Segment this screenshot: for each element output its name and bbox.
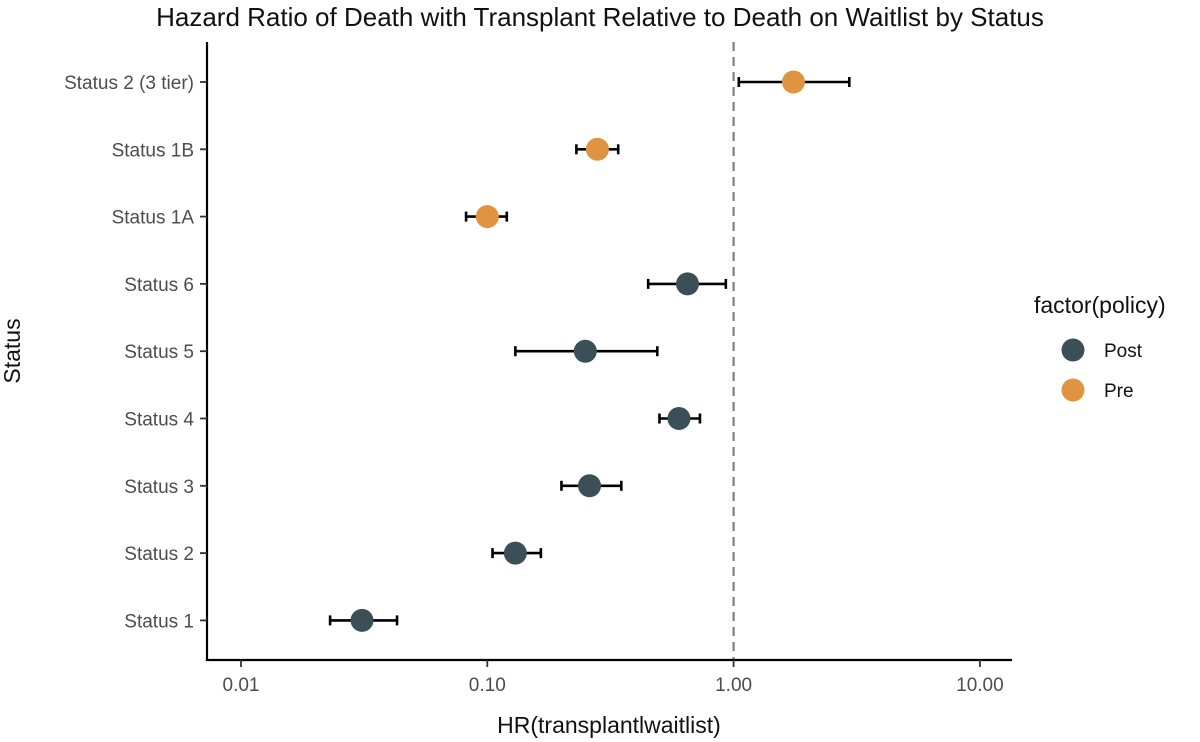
data-point (573, 339, 597, 363)
legend: factor(policy) Post Pre (1034, 292, 1166, 402)
data-point (578, 474, 602, 498)
y-tick-label: Status 5 (124, 342, 194, 363)
legend-key (1061, 378, 1085, 402)
y-tick-label: Status 4 (124, 410, 194, 431)
data-point (503, 541, 527, 565)
y-tick-label: Status 1B (112, 140, 194, 161)
x-ticks: 0.01 0.10 1.00 10.00 (223, 660, 1004, 696)
data-point (781, 70, 805, 94)
data-point (667, 407, 691, 430)
y-tick-label: Status 1A (112, 208, 195, 229)
chart-title: Hazard Ratio of Death with Transplant Re… (156, 2, 1044, 32)
y-tick-label: Status 6 (124, 275, 194, 296)
y-tick-label: Status 2 (3 tier) (64, 73, 194, 94)
legend-key (1061, 338, 1085, 362)
y-tick-label: Status 1 (124, 611, 194, 632)
x-tick-label: 10.00 (956, 675, 1004, 696)
data-point (676, 272, 700, 296)
x-tick-label: 0.01 (223, 675, 260, 696)
x-tick-label: 0.10 (469, 675, 506, 696)
data-point (350, 608, 374, 632)
x-tick-label: 1.00 (715, 675, 752, 696)
y-tick-label: Status 2 (124, 544, 194, 565)
y-axis-title: Status (0, 318, 25, 383)
legend-label: Pre (1104, 381, 1134, 402)
data-point (585, 137, 609, 161)
x-axis-title: HR(transplantlwaitlist) (497, 712, 721, 738)
legend-title: factor(policy) (1034, 292, 1166, 318)
legend-label: Post (1104, 341, 1143, 362)
data-points (350, 70, 805, 632)
data-point (475, 205, 499, 229)
y-ticks: Status 2 (3 tier) Status 1B Status 1A Statu… (64, 73, 207, 632)
y-tick-label: Status 3 (124, 477, 194, 498)
error-bars (328, 77, 851, 626)
